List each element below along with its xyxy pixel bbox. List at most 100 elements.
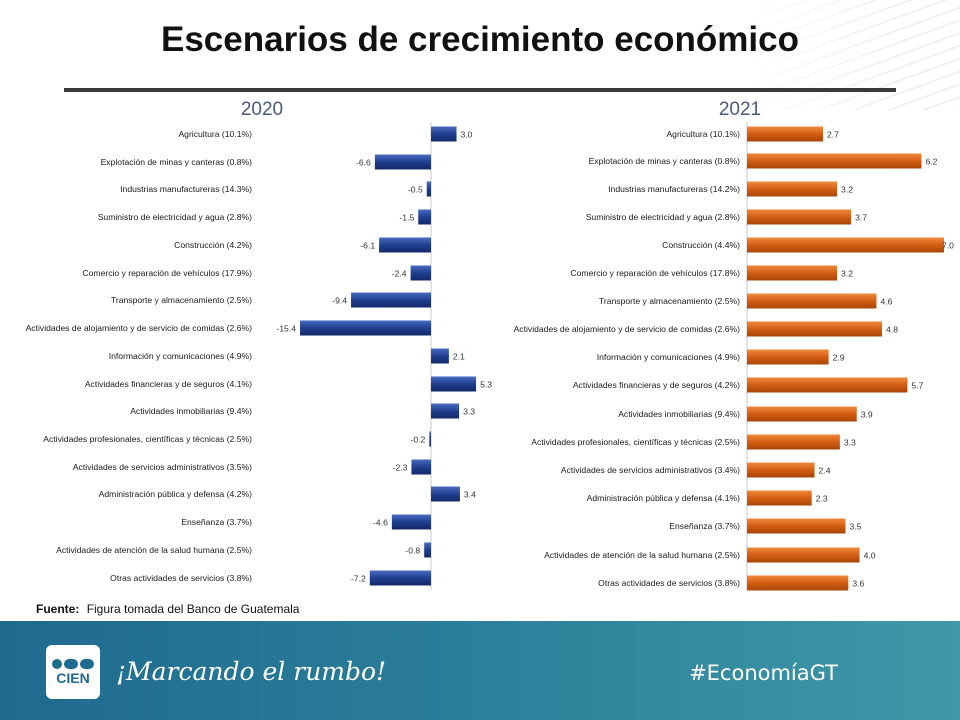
category-label: Agricultura (10.1%) bbox=[666, 129, 740, 139]
cien-logo: CIEN bbox=[46, 645, 100, 699]
source-note: Fuente: Figura tomada del Banco de Guate… bbox=[36, 602, 299, 616]
data-label: 4.8 bbox=[886, 325, 898, 335]
bar bbox=[431, 376, 477, 392]
data-label: -0.5 bbox=[408, 185, 423, 195]
bar bbox=[391, 514, 431, 530]
bar bbox=[747, 349, 829, 365]
chart-title-2021: 2021 bbox=[719, 99, 761, 120]
bar bbox=[426, 181, 431, 197]
data-label: 3.0 bbox=[461, 130, 473, 140]
bar bbox=[747, 490, 812, 506]
category-label: Actividades de alojamiento y de servicio… bbox=[26, 323, 253, 333]
category-label: Actividades de servicios administrativos… bbox=[73, 462, 252, 472]
category-label: Actividades de alojamiento y de servicio… bbox=[514, 324, 741, 334]
category-label: Actividades inmobiliarias (9.4%) bbox=[618, 409, 740, 419]
category-label: Industrias manufactureras (14.3%) bbox=[120, 184, 252, 194]
logo-mark-icon bbox=[52, 658, 94, 669]
bar bbox=[418, 209, 431, 225]
source-text: Figura tomada del Banco de Guatemala bbox=[86, 602, 300, 616]
bar bbox=[431, 348, 449, 364]
bar bbox=[747, 321, 883, 337]
bar bbox=[369, 570, 431, 586]
category-label: Actividades profesionales, científicas y… bbox=[531, 437, 740, 447]
category-label: Industrias manufactureras (14.2%) bbox=[608, 184, 740, 194]
bar bbox=[429, 431, 431, 447]
category-label: Actividades de atención de la salud huma… bbox=[544, 550, 740, 560]
category-label: Enseñanza (3.7%) bbox=[669, 521, 740, 531]
source-label: Fuente: bbox=[36, 602, 80, 616]
category-label: Actividades financieras y de seguros (4.… bbox=[573, 380, 740, 390]
footer-banner: CIEN ¡Marcando el rumbo! #EconomíaGT bbox=[0, 621, 960, 720]
data-label: -6.6 bbox=[356, 158, 371, 168]
data-label: 4.0 bbox=[864, 551, 876, 561]
category-label: Explotación de minas y canteras (0.8%) bbox=[101, 157, 253, 167]
category-label: Transporte y almacenamiento (2.5%) bbox=[599, 296, 740, 306]
data-label: 5.7 bbox=[911, 381, 923, 391]
category-label: Información y comunicaciones (4.9%) bbox=[109, 351, 252, 361]
data-label: -0.2 bbox=[410, 435, 425, 445]
data-label: -7.2 bbox=[351, 574, 366, 584]
bar bbox=[747, 181, 838, 197]
bar bbox=[747, 237, 944, 253]
bar bbox=[747, 126, 823, 142]
category-label: Construcción (4.2%) bbox=[174, 240, 252, 250]
category-label: Explotación de minas y canteras (0.8%) bbox=[589, 156, 741, 166]
data-label: -15.4 bbox=[276, 324, 296, 334]
bar bbox=[379, 237, 431, 253]
bar bbox=[747, 209, 852, 225]
data-label: -4.6 bbox=[373, 518, 388, 528]
bar bbox=[300, 320, 431, 336]
bar bbox=[747, 547, 860, 563]
chart-title-2020: 2020 bbox=[241, 99, 283, 120]
bar bbox=[747, 406, 857, 422]
category-label: Suministro de electricidad y agua (2.8%) bbox=[98, 212, 252, 222]
category-label: Otras actividades de servicios (3.8%) bbox=[598, 578, 740, 588]
data-label: 2.9 bbox=[833, 353, 845, 363]
category-label: Otras actividades de servicios (3.8%) bbox=[110, 573, 252, 583]
data-label: 3.6 bbox=[852, 579, 864, 589]
category-label: Suministro de electricidad y agua (2.8%) bbox=[586, 212, 740, 222]
growth-charts: 2020 Agricultura (10.1%) 3.0 Explotación de… bbox=[26, 99, 954, 591]
slogan: ¡Marcando el rumbo! bbox=[116, 657, 387, 686]
data-label: -9.4 bbox=[332, 296, 347, 306]
category-label: Actividades de servicios administrativos… bbox=[561, 465, 740, 475]
logo-text: CIEN bbox=[56, 669, 90, 686]
data-label: 3.3 bbox=[463, 407, 475, 417]
bar bbox=[410, 265, 431, 281]
bar bbox=[747, 377, 908, 393]
bar bbox=[747, 153, 922, 169]
data-label: 3.3 bbox=[844, 438, 856, 448]
bar bbox=[351, 292, 431, 308]
data-label: 2.4 bbox=[819, 466, 831, 476]
category-label: Administración pública y defensa (4.2%) bbox=[99, 489, 252, 499]
data-label: 3.4 bbox=[464, 490, 476, 500]
bar bbox=[431, 486, 460, 502]
data-label: 6.2 bbox=[925, 157, 937, 167]
data-label: 3.7 bbox=[855, 213, 867, 223]
data-label: -2.3 bbox=[393, 463, 408, 473]
category-label: Actividades de atención de la salud huma… bbox=[56, 545, 252, 555]
category-label: Transporte y almacenamiento (2.5%) bbox=[111, 295, 252, 305]
category-label: Agricultura (10.1%) bbox=[178, 129, 252, 139]
category-label: Comercio y reparación de vehículos (17.9… bbox=[82, 268, 252, 278]
bar bbox=[411, 459, 431, 475]
data-label: -1.5 bbox=[399, 213, 414, 223]
bar bbox=[747, 265, 838, 281]
bar bbox=[374, 154, 431, 170]
data-label: -2.4 bbox=[392, 269, 407, 279]
category-label: Construcción (4.4%) bbox=[662, 240, 740, 250]
category-label: Actividades inmobiliarias (9.4%) bbox=[130, 406, 252, 416]
data-label: 3.9 bbox=[861, 410, 873, 420]
title-divider bbox=[64, 88, 896, 92]
category-label: Actividades profesionales, científicas y… bbox=[43, 434, 252, 444]
bar bbox=[747, 293, 877, 309]
hashtag: #EconomíaGT bbox=[689, 661, 838, 685]
data-label: 5.3 bbox=[480, 380, 492, 390]
data-label: -0.8 bbox=[405, 546, 420, 556]
bar bbox=[431, 126, 457, 142]
bar bbox=[747, 462, 815, 478]
category-label: Actividades financieras y de seguros (4.… bbox=[85, 379, 252, 389]
data-label: 3.2 bbox=[841, 269, 853, 279]
data-label: 2.3 bbox=[816, 494, 828, 504]
bar bbox=[747, 434, 840, 450]
